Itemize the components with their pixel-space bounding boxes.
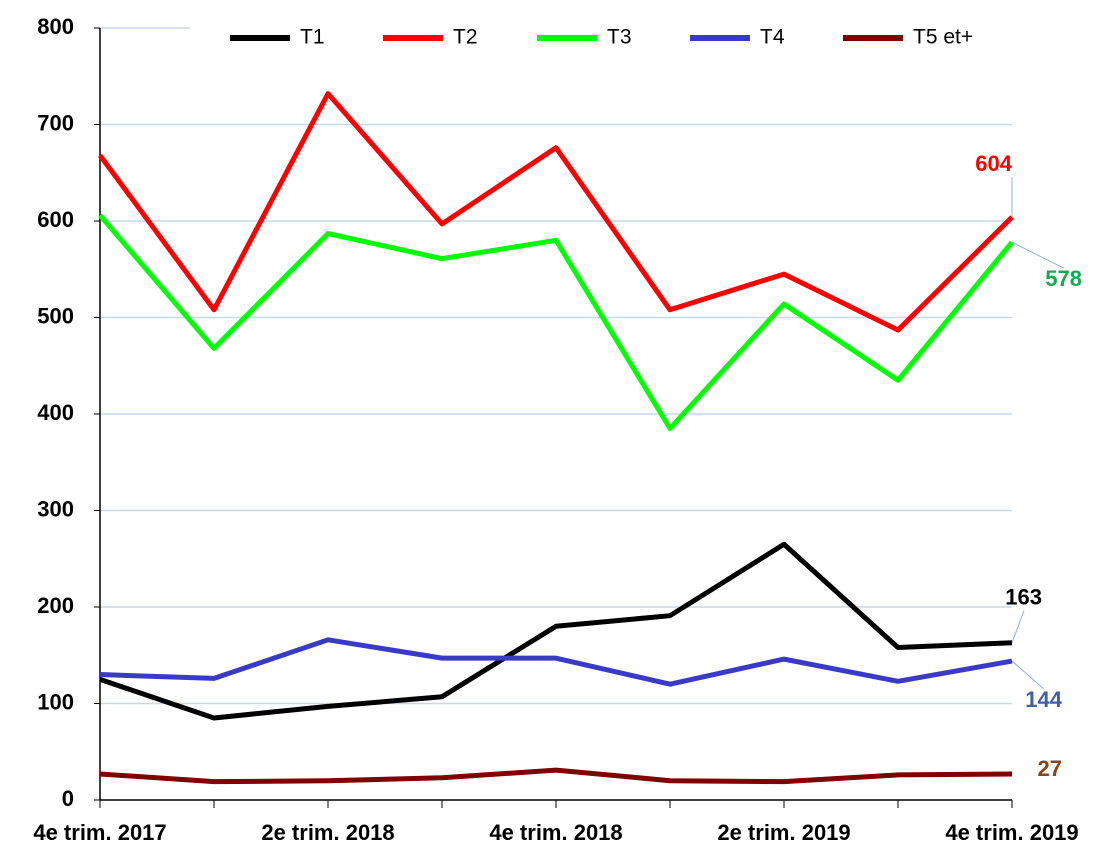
data-label: 604 xyxy=(975,151,1012,176)
y-tick-label: 500 xyxy=(37,303,74,328)
data-label: 163 xyxy=(1005,585,1042,610)
x-tick-label: 2e trim. 2019 xyxy=(717,820,850,845)
series-line xyxy=(97,91,1014,333)
series-line xyxy=(99,541,1013,721)
legend-label: T4 xyxy=(760,26,785,49)
y-tick-label: 300 xyxy=(37,496,74,521)
data-label: 144 xyxy=(1025,687,1062,712)
x-tick-label: 4e trim. 2017 xyxy=(33,820,166,845)
legend-label: T5 et+ xyxy=(913,26,973,49)
y-tick-label: 700 xyxy=(37,110,74,135)
x-tick-label: 4e trim. 2018 xyxy=(489,820,622,845)
label-leader xyxy=(1011,610,1025,643)
series-line xyxy=(98,213,1014,431)
data-label: 578 xyxy=(1045,266,1082,291)
y-tick-label: 400 xyxy=(37,400,74,425)
y-tick-label: 200 xyxy=(37,593,74,618)
x-tick-label: 2e trim. 2018 xyxy=(261,820,394,845)
x-tick-label: 4e trim. 2019 xyxy=(945,820,1078,845)
label-leader xyxy=(1011,660,1045,690)
series-line xyxy=(99,767,1013,785)
legend-label: T3 xyxy=(607,26,632,49)
legend-label: T1 xyxy=(300,26,325,49)
label-leader xyxy=(1011,241,1065,269)
legend-label: T2 xyxy=(453,26,478,49)
y-tick-label: 0 xyxy=(62,786,74,811)
y-tick-label: 800 xyxy=(37,14,74,39)
series-line xyxy=(99,637,1013,687)
y-tick-label: 600 xyxy=(37,207,74,232)
y-tick-label: 100 xyxy=(37,689,74,714)
data-label: 27 xyxy=(1038,756,1062,781)
